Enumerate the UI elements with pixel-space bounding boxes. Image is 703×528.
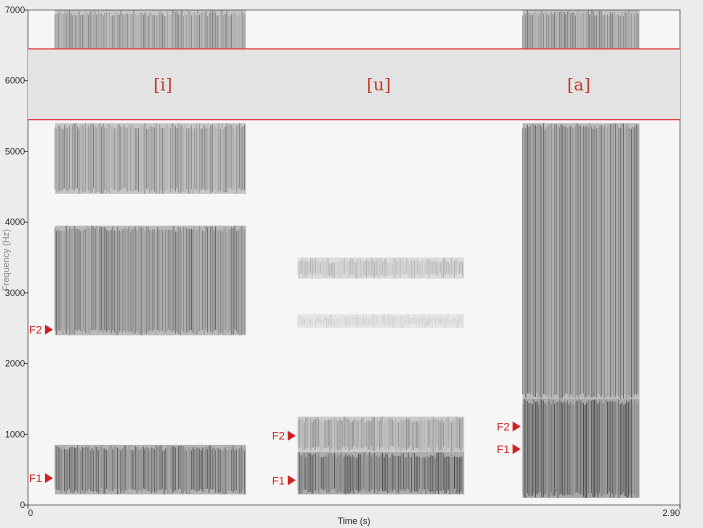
marker-triangle <box>512 444 521 455</box>
band-1-0 <box>297 451 465 495</box>
y-tick-label: 7000 <box>5 5 25 15</box>
y-axis: 0 1000 2000 3000 4000 5000 6000 7000 <box>5 5 28 510</box>
vowel-labels: [i] [u] [a] <box>154 75 591 95</box>
band-1-1 <box>297 416 465 452</box>
x-axis: 0 2.90 <box>27 505 681 518</box>
mask-band <box>28 48 680 121</box>
band-2-1 <box>522 123 640 399</box>
band-2-0 <box>522 398 640 498</box>
formant-marker: F2 <box>29 324 53 337</box>
band-fill <box>297 257 465 279</box>
band-fill <box>522 123 640 399</box>
formant-label: F1 <box>497 444 510 456</box>
marker-triangle <box>287 430 296 441</box>
band-0-0 <box>54 444 247 495</box>
y-tick-label: 3000 <box>5 288 25 298</box>
band-fill <box>297 416 465 452</box>
y-tick-label: 4000 <box>5 217 25 227</box>
x-tick-label: 0 <box>28 508 33 518</box>
y-tick-label: 0 <box>20 500 25 510</box>
x-tick-label: 2.90 <box>662 508 680 518</box>
vowel-label: [a] <box>567 75 590 95</box>
band-1-3 <box>297 314 465 329</box>
formant-label: F1 <box>272 475 285 487</box>
y-tick-label: 1000 <box>5 429 25 439</box>
formant-markers: F1 F2 F1 F2 F1 F2 <box>29 324 521 487</box>
band-fill <box>297 314 465 329</box>
formant-label: F2 <box>29 325 42 337</box>
band-0-2 <box>54 123 247 194</box>
vowel-label: [i] <box>154 75 173 95</box>
y-tick-label: 2000 <box>5 359 25 369</box>
formant-label: F2 <box>497 422 510 434</box>
y-axis-label: Frequency (Hz) <box>1 229 11 291</box>
formant-label: F1 <box>29 473 42 485</box>
band-fill <box>297 451 465 495</box>
formant-label: F2 <box>272 431 285 443</box>
formant-marker: F1 <box>29 473 53 485</box>
x-axis-label: Time (s) <box>338 516 371 526</box>
mask-fill <box>28 48 680 120</box>
formant-marker: F2 <box>272 430 296 443</box>
marker-triangle <box>44 473 53 484</box>
vowel-label: [u] <box>367 75 391 95</box>
marker-triangle <box>512 421 521 432</box>
formant-marker: F2 <box>497 421 521 434</box>
y-tick-label: 5000 <box>5 146 25 156</box>
y-tick-label: 6000 <box>5 76 25 86</box>
band-1-2 <box>297 257 465 279</box>
formant-marker: F1 <box>497 444 521 456</box>
band-fill <box>54 123 247 194</box>
band-0-1 <box>54 225 247 336</box>
marker-triangle <box>287 475 296 486</box>
band-fill <box>54 225 247 336</box>
band-fill <box>54 444 247 495</box>
marker-triangle <box>44 324 53 335</box>
formant-marker: F1 <box>272 475 296 487</box>
